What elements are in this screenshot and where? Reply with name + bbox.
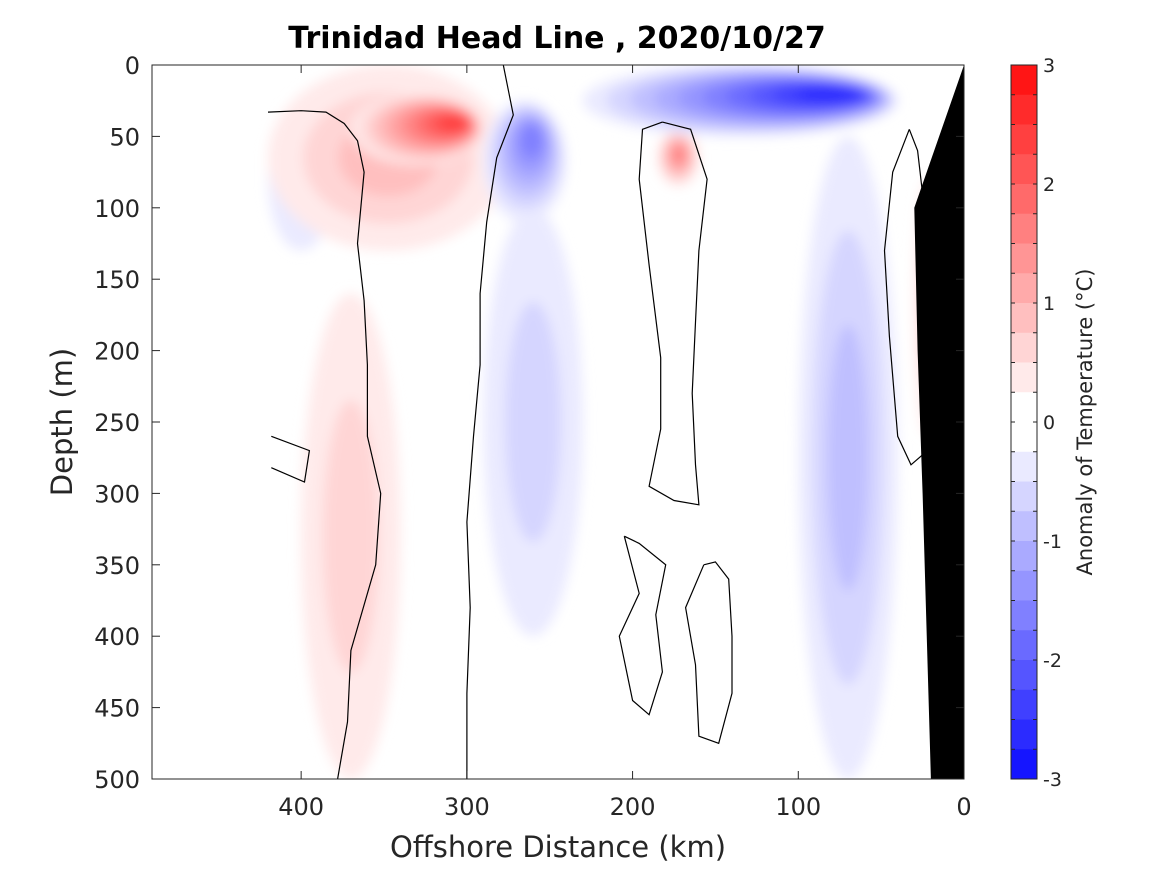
colorbar-segment xyxy=(1011,332,1037,363)
anomaly-shading xyxy=(268,65,940,779)
y-tick-label: 150 xyxy=(94,266,140,294)
colorbar-segment xyxy=(1011,541,1037,572)
colorbar-tick-label: 0 xyxy=(1043,412,1055,434)
zero-contour-0 xyxy=(267,110,382,779)
colorbar-segment xyxy=(1011,243,1037,274)
colorbar-segment xyxy=(1011,660,1037,691)
colorbar-segment xyxy=(1011,422,1037,453)
zero-contour-4 xyxy=(271,435,311,483)
x-tick-label: 400 xyxy=(278,793,324,821)
colorbar-segment xyxy=(1011,392,1037,423)
colorbar-segment xyxy=(1011,570,1037,601)
anomaly-field xyxy=(268,65,940,779)
colorbar-segment xyxy=(1011,749,1037,780)
colorbar-segment xyxy=(1011,303,1037,334)
seafloor-polygon xyxy=(914,65,964,779)
y-axis-label: Depth (m) xyxy=(45,348,79,496)
anomaly-level-cold-1-1 xyxy=(505,302,561,542)
x-tick-label: 100 xyxy=(775,793,821,821)
bathymetry xyxy=(914,65,964,779)
colorbar-segment xyxy=(1011,94,1037,125)
colorbar-segment xyxy=(1011,600,1037,631)
chart-title: Trinidad Head Line , 2020/10/27 xyxy=(288,21,825,56)
colorbar-tick-label: 2 xyxy=(1043,174,1055,196)
colorbar-segment xyxy=(1011,511,1037,542)
colorbar-segment xyxy=(1011,124,1037,155)
y-tick-label: 400 xyxy=(94,623,140,651)
anomaly-level-warm-2-1 xyxy=(323,400,379,673)
x-tick-label: 0 xyxy=(956,793,971,821)
anomaly-level-cold-6-5 xyxy=(520,124,543,157)
colorbar-tick-label: -2 xyxy=(1043,650,1062,672)
zero-contour-1 xyxy=(466,65,514,779)
y-tick-label: 500 xyxy=(94,766,140,794)
zero-contour-5 xyxy=(618,535,667,716)
anomaly-level-warm-7-5 xyxy=(673,146,685,162)
colorbar-segment xyxy=(1011,362,1037,393)
y-tick-label: 200 xyxy=(94,338,140,366)
y-tick-label: 350 xyxy=(94,552,140,580)
y-tick-label: 250 xyxy=(94,409,140,437)
y-tick-label: 100 xyxy=(94,195,140,223)
y-tick-label: 300 xyxy=(94,480,140,508)
colorbar-tick-label: 1 xyxy=(1043,293,1055,315)
anomaly-level-cold-5-2 xyxy=(827,324,869,591)
y-tick-label: 0 xyxy=(125,52,140,80)
anomaly-level-warm-8-8 xyxy=(439,115,469,131)
colorbar-segment xyxy=(1011,184,1037,215)
colorbar-segment xyxy=(1011,273,1037,304)
colorbar-segment xyxy=(1011,689,1037,720)
colorbar-tick-label: 3 xyxy=(1043,55,1055,77)
y-axis: 0 50 100 150 200 250 300 350 400 450 500 xyxy=(94,52,964,794)
colorbar-tick-label: -1 xyxy=(1043,531,1062,553)
x-tick-label: 300 xyxy=(444,793,490,821)
x-axis: 400 300 200 100 0 xyxy=(278,65,972,821)
colorbar-segment xyxy=(1011,719,1037,750)
colorbar-segment xyxy=(1011,154,1037,185)
colorbar-segment xyxy=(1011,451,1037,482)
x-tick-label: 200 xyxy=(610,793,656,821)
y-tick-label: 50 xyxy=(109,123,140,151)
x-axis-label: Offshore Distance (km) xyxy=(390,830,726,864)
colorbar-tick-label: -3 xyxy=(1043,769,1062,791)
colorbar-segment xyxy=(1011,65,1037,96)
colorbar-segment xyxy=(1011,630,1037,661)
y-tick-label: 450 xyxy=(94,695,140,723)
colorbar-label: Anomaly of Temperature (°C) xyxy=(1073,269,1097,576)
anomaly-level-cold-9-9 xyxy=(797,86,863,102)
zero-contour-2 xyxy=(638,121,708,506)
colorbar-segment xyxy=(1011,481,1037,512)
colorbar-segment xyxy=(1011,213,1037,244)
colorbar: 3 2 1 0 -1 -2 -3 xyxy=(1010,55,1062,791)
zero-contour-6 xyxy=(684,561,733,745)
